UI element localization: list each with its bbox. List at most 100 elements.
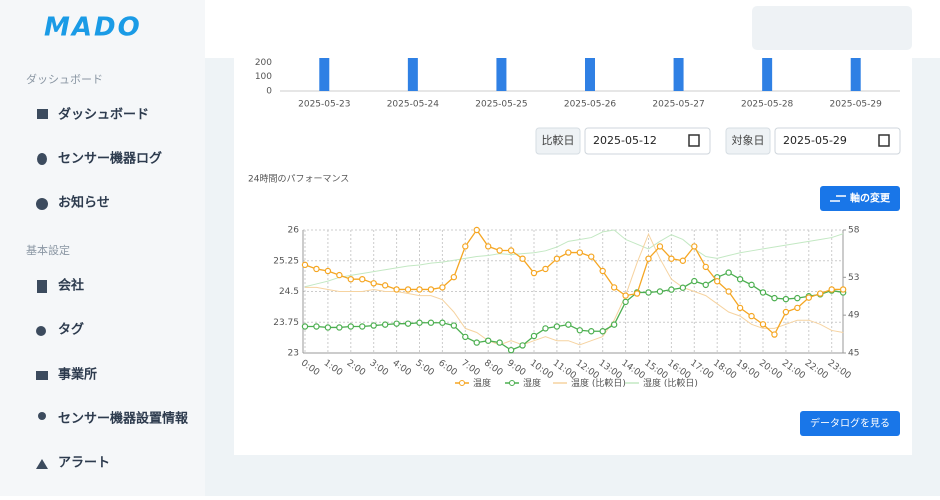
calendar-icon xyxy=(688,134,700,147)
point xyxy=(359,276,366,283)
point xyxy=(542,325,549,332)
compare-date[interactable]: 比較日 2025-05-12 xyxy=(535,127,711,155)
x-tick-label: 2025-05-26 xyxy=(564,100,617,110)
legend-label: 湿度 (比較日) xyxy=(643,377,698,389)
header-box xyxy=(752,6,912,50)
legend-marker xyxy=(459,380,465,386)
point xyxy=(839,286,847,293)
point xyxy=(794,304,801,312)
point xyxy=(485,243,492,250)
point xyxy=(782,308,790,316)
x-tick-label: 2025-05-29 xyxy=(830,100,883,110)
y-tick-label: 200 xyxy=(255,58,272,68)
chart-title: 24時間のパフォーマンス xyxy=(248,174,349,185)
point xyxy=(622,298,629,306)
nav-item[interactable]: お知らせ xyxy=(36,195,110,211)
point xyxy=(370,280,377,287)
point xyxy=(507,346,515,354)
view-log-button[interactable]: データログを見る xyxy=(800,411,900,436)
point xyxy=(530,269,538,277)
point xyxy=(771,331,778,338)
button-icon xyxy=(830,195,846,202)
point xyxy=(725,269,732,276)
date-value: 2025-05-29 xyxy=(783,134,847,147)
point xyxy=(450,273,458,281)
nav-item[interactable]: 会社 xyxy=(37,278,84,294)
nav-item[interactable]: アラート xyxy=(36,456,110,471)
target-date[interactable]: 対象日 2025-05-29 xyxy=(725,127,901,155)
point xyxy=(462,243,469,250)
point xyxy=(828,286,835,293)
nav-label: センサー機器設置情報 xyxy=(58,411,189,427)
point xyxy=(542,265,549,273)
nav-label: 事業所 xyxy=(58,367,97,383)
nav-label: タグ xyxy=(58,322,84,338)
point xyxy=(610,321,618,328)
section-title: 基本設定 xyxy=(26,243,70,257)
point xyxy=(702,281,709,289)
point xyxy=(588,328,595,335)
icon xyxy=(36,371,48,380)
point xyxy=(714,278,721,285)
point xyxy=(496,247,503,254)
point xyxy=(473,339,480,346)
point xyxy=(668,286,675,293)
point xyxy=(656,288,664,295)
point xyxy=(794,294,801,302)
x-tick-label: 2025-05-28 xyxy=(741,100,794,110)
button-label: 軸の変更 xyxy=(850,192,891,205)
x-tick-label: 2025-05-27 xyxy=(652,100,704,110)
point xyxy=(404,286,412,293)
point xyxy=(656,243,664,250)
nav-label: お知らせ xyxy=(58,195,110,211)
point xyxy=(645,255,652,262)
legend-marker xyxy=(509,380,515,386)
point xyxy=(381,321,389,328)
point xyxy=(576,249,584,256)
y-tick-label: 100 xyxy=(255,72,272,82)
nav-label: ダッシュボード xyxy=(58,107,149,123)
point xyxy=(336,271,343,279)
point xyxy=(530,332,538,340)
date-input xyxy=(584,127,711,155)
point xyxy=(553,323,561,330)
y-tick-label: 26 xyxy=(288,226,300,236)
point xyxy=(336,324,343,331)
nav-item[interactable]: ダッシュボード xyxy=(37,107,149,123)
point xyxy=(736,276,744,283)
point xyxy=(427,319,435,326)
point xyxy=(347,323,354,330)
point xyxy=(588,253,595,260)
nav-item[interactable]: センサー機器設置情報 xyxy=(38,411,189,427)
point xyxy=(393,286,400,293)
point xyxy=(485,337,492,344)
point xyxy=(679,257,687,264)
x-tick-label: 2025-05-24 xyxy=(387,100,440,110)
bar xyxy=(850,58,861,91)
point xyxy=(393,320,400,327)
point xyxy=(599,267,606,275)
point xyxy=(748,281,755,289)
panel xyxy=(234,58,912,455)
point xyxy=(691,277,698,285)
section-title: ダッシュボード xyxy=(26,72,103,86)
nav-item[interactable]: 事業所 xyxy=(36,367,97,383)
nav-item[interactable]: センサー機器ログ xyxy=(37,151,162,167)
point xyxy=(645,289,652,296)
label-box xyxy=(725,127,771,155)
bar xyxy=(585,58,595,91)
point xyxy=(450,322,458,329)
point xyxy=(313,323,320,330)
date-value: 2025-05-12 xyxy=(593,134,657,147)
nav-item[interactable]: タグ xyxy=(36,322,84,338)
y2-tick-label: 58 xyxy=(848,226,860,236)
point xyxy=(771,294,778,302)
bar xyxy=(407,58,418,91)
point xyxy=(599,328,606,335)
axis-change-button[interactable]: 軸の変更 xyxy=(820,186,900,211)
point xyxy=(381,282,389,289)
point xyxy=(702,263,709,271)
point xyxy=(427,286,435,293)
point xyxy=(496,339,503,346)
